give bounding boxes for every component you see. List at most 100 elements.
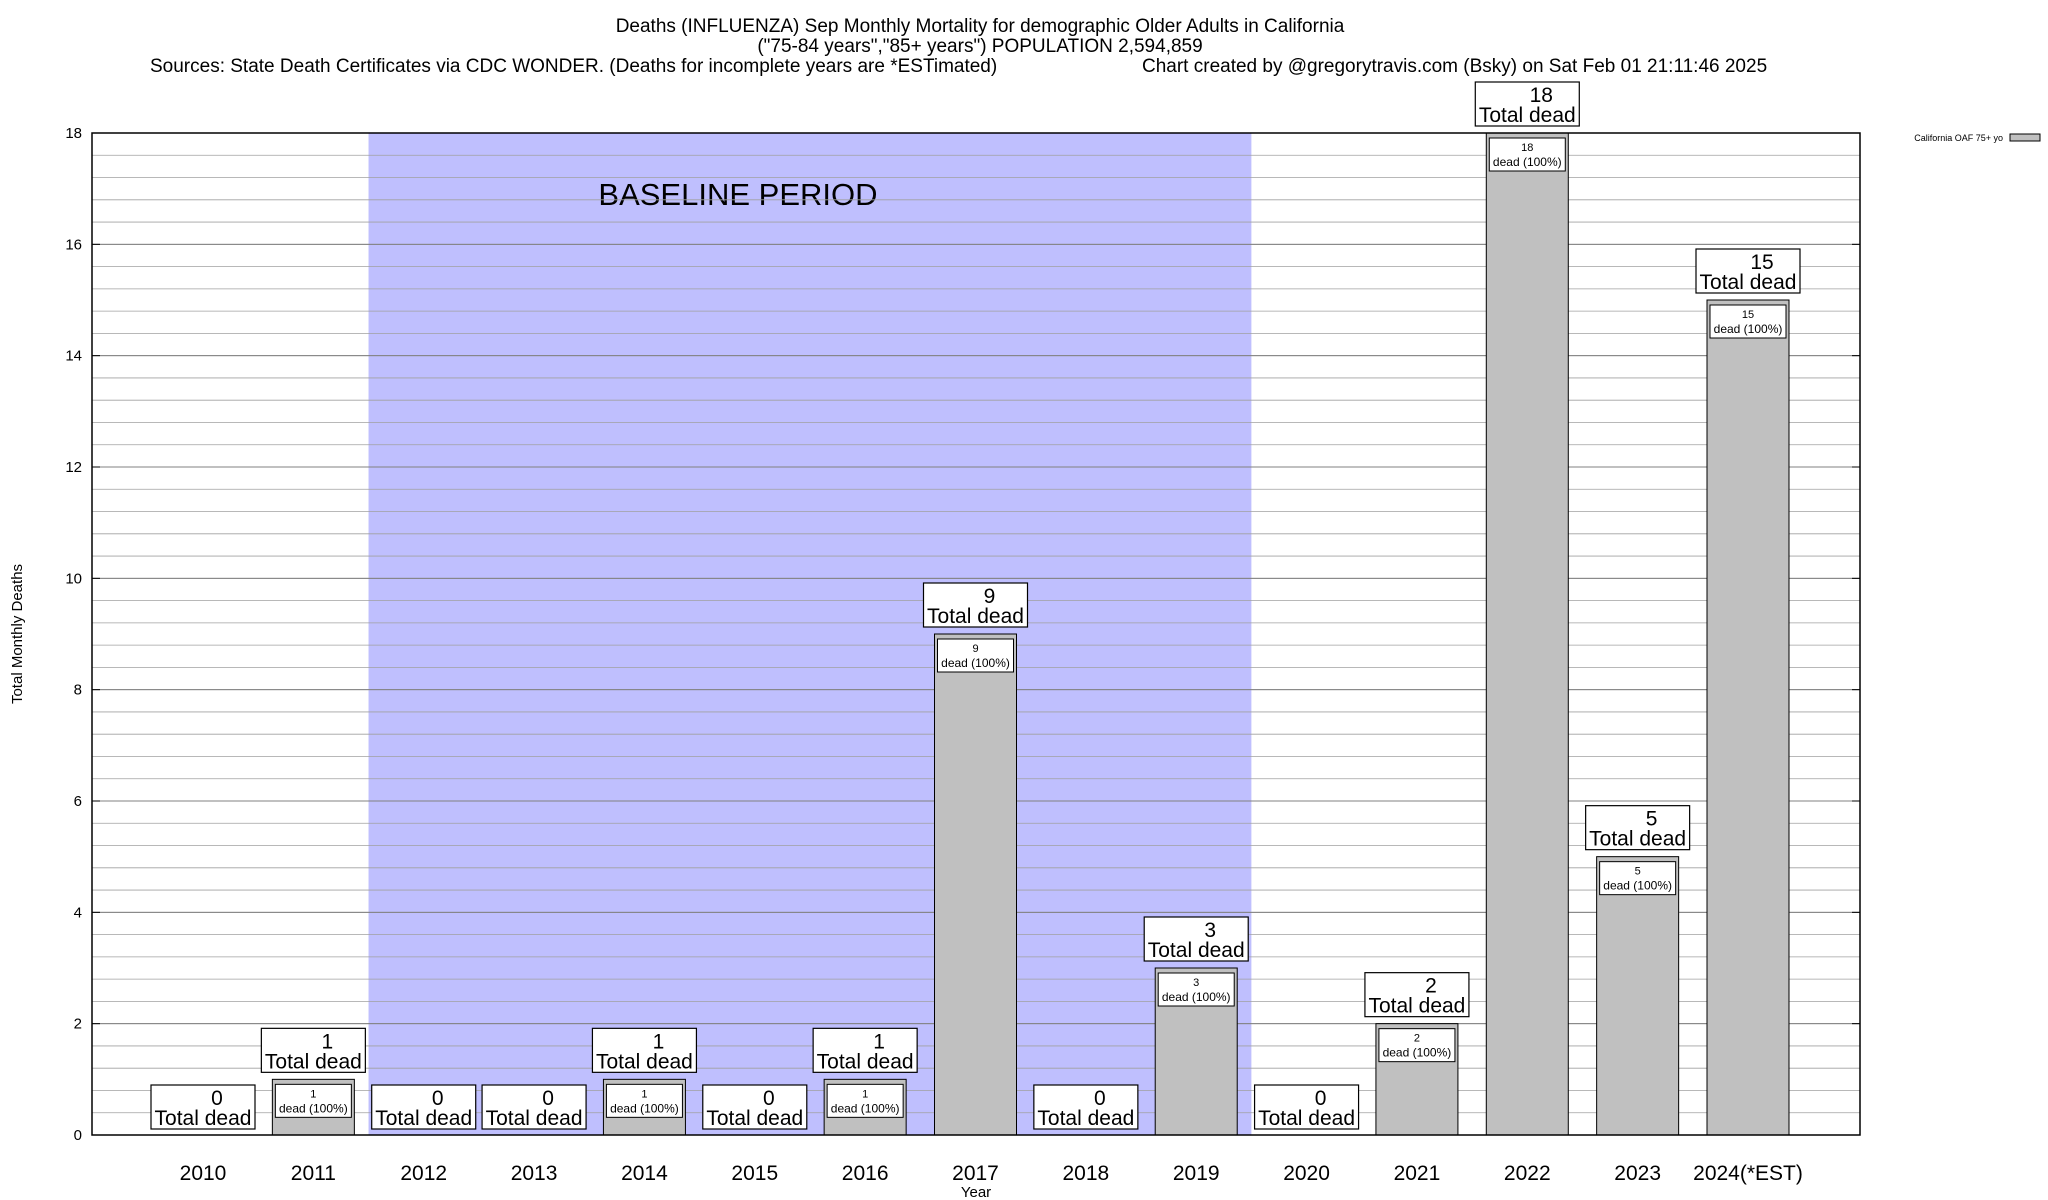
total-value-label: 5: [1646, 808, 1658, 831]
bar-inner-value-label: 1: [310, 1088, 316, 1100]
chart-sources: Sources: State Death Certificates via CD…: [150, 56, 997, 77]
total-dead-label: Total dead: [1037, 1107, 1134, 1130]
total-value-label: 0: [1315, 1087, 1327, 1110]
bar-inner-percent-label: dead (100%): [1493, 155, 1562, 169]
total-dead-label: Total dead: [1700, 271, 1797, 294]
x-tick-label: 2023: [1614, 1162, 1661, 1185]
bar-inner-label-box: [1599, 861, 1677, 896]
bar-inner-value-label: 1: [641, 1088, 647, 1100]
bar-inner-value-label: 1: [862, 1088, 868, 1100]
total-label-box: [1033, 1084, 1139, 1130]
y-axis-title: Total Monthly Deaths: [9, 564, 26, 704]
bar-inner-percent-label: dead (100%): [1714, 322, 1783, 336]
x-tick-label: 2020: [1283, 1162, 1330, 1185]
y-tick-label: 2: [74, 1016, 82, 1033]
bar-inner-label-box: [605, 1083, 683, 1118]
bar-inner-percent-label: dead (100%): [831, 1101, 900, 1115]
bar: [1485, 132, 1569, 1136]
total-value-label: 0: [763, 1087, 775, 1110]
total-label-box: [1585, 805, 1691, 851]
total-label-box: [922, 582, 1029, 628]
total-label-box: [591, 1027, 698, 1073]
bar-inner-percent-label: dead (100%): [610, 1101, 679, 1115]
bar-inner-percent-label: dead (100%): [279, 1101, 348, 1115]
bar-inner-value-label: 3: [1193, 977, 1199, 989]
total-value-label: 9: [984, 585, 996, 608]
x-tick-label: 2017: [952, 1162, 999, 1185]
bar-inner-value-label: 18: [1521, 142, 1533, 154]
baseline-period-shading: [368, 133, 1252, 1135]
bar-inner-label-box: [1378, 1028, 1456, 1063]
bar-inner-percent-label: dead (100%): [1162, 990, 1231, 1004]
total-value-label: 2: [1425, 975, 1437, 998]
chart-credit: Chart created by @gregorytravis.com (Bsk…: [1142, 56, 1767, 77]
bar-inner-value-label: 9: [972, 643, 978, 655]
x-tick-label: 2012: [400, 1162, 447, 1185]
x-tick-label: 2021: [1394, 1162, 1441, 1185]
x-tick-label: 2022: [1504, 1162, 1551, 1185]
total-label-box: [260, 1027, 366, 1073]
y-tick-label: 14: [65, 348, 82, 365]
plot-frame: [91, 132, 1861, 1136]
total-dead-label: Total dead: [596, 1050, 693, 1073]
y-tick-label: 6: [74, 793, 82, 810]
total-value-label: 18: [1530, 84, 1553, 107]
bar: [934, 633, 1017, 1136]
total-value-label: 0: [542, 1087, 554, 1110]
total-value-label: 15: [1750, 251, 1773, 274]
bar-inner-label-box: [826, 1083, 904, 1118]
x-tick-label: 2024(*EST): [1693, 1162, 1803, 1185]
total-label-box: [150, 1084, 256, 1130]
total-dead-label: Total dead: [817, 1050, 914, 1073]
x-tick-label: 2018: [1062, 1162, 1109, 1185]
total-value-label: 0: [211, 1087, 223, 1110]
x-axis-title: Year: [961, 1184, 991, 1200]
bar-inner-percent-label: dead (100%): [1603, 879, 1672, 893]
x-tick-label: 2010: [180, 1162, 227, 1185]
total-label-box: [812, 1027, 918, 1073]
total-dead-label: Total dead: [1258, 1107, 1355, 1130]
total-dead-label: Total dead: [1479, 104, 1576, 127]
total-value-label: 1: [873, 1030, 885, 1053]
total-label-box: [1143, 916, 1249, 962]
bar-inner-value-label: 5: [1635, 866, 1641, 878]
y-tick-label: 16: [65, 236, 82, 253]
bar-inner-label-box: [1157, 972, 1235, 1007]
x-tick-label: 2019: [1173, 1162, 1220, 1185]
x-tick-label: 2011: [291, 1162, 336, 1185]
y-tick-label: 0: [74, 1127, 82, 1144]
bar: [1596, 856, 1680, 1136]
bar-inner-value-label: 2: [1414, 1033, 1420, 1045]
y-tick-label: 8: [74, 682, 82, 699]
total-dead-label: Total dead: [155, 1107, 252, 1130]
bar-inner-percent-label: dead (100%): [1383, 1046, 1452, 1060]
y-tick-label: 4: [74, 904, 82, 921]
total-value-label: 0: [1094, 1087, 1106, 1110]
bar-inner-value-label: 15: [1742, 309, 1754, 321]
total-label-box: [481, 1084, 587, 1130]
total-dead-label: Total dead: [1368, 995, 1465, 1018]
total-dead-label: Total dead: [265, 1050, 362, 1073]
legend-swatch: [2009, 133, 2041, 142]
total-label-box: [702, 1084, 808, 1130]
chart-legend: California OAF 75+ yo: [1914, 133, 2041, 143]
total-dead-label: Total dead: [927, 605, 1024, 628]
bar: [1706, 299, 1790, 1136]
total-label-box: [1364, 972, 1470, 1018]
legend-label: California OAF 75+ yo: [1914, 133, 2003, 143]
y-tick-label: 12: [65, 459, 82, 476]
x-tick-label: 2014: [621, 1162, 668, 1185]
total-dead-label: Total dead: [375, 1107, 472, 1130]
total-dead-label: Total dead: [1148, 939, 1245, 962]
total-value-label: 3: [1204, 919, 1216, 942]
x-tick-label: 2015: [731, 1162, 778, 1185]
y-tick-label: 18: [65, 125, 82, 142]
chart-title-line2: ("75-84 years","85+ years") POPULATION 2…: [757, 36, 1202, 57]
y-tick-label: 10: [65, 570, 82, 587]
bar-inner-label-box: [1709, 304, 1787, 339]
total-dead-label: Total dead: [486, 1107, 583, 1130]
total-value-label: 0: [432, 1087, 444, 1110]
